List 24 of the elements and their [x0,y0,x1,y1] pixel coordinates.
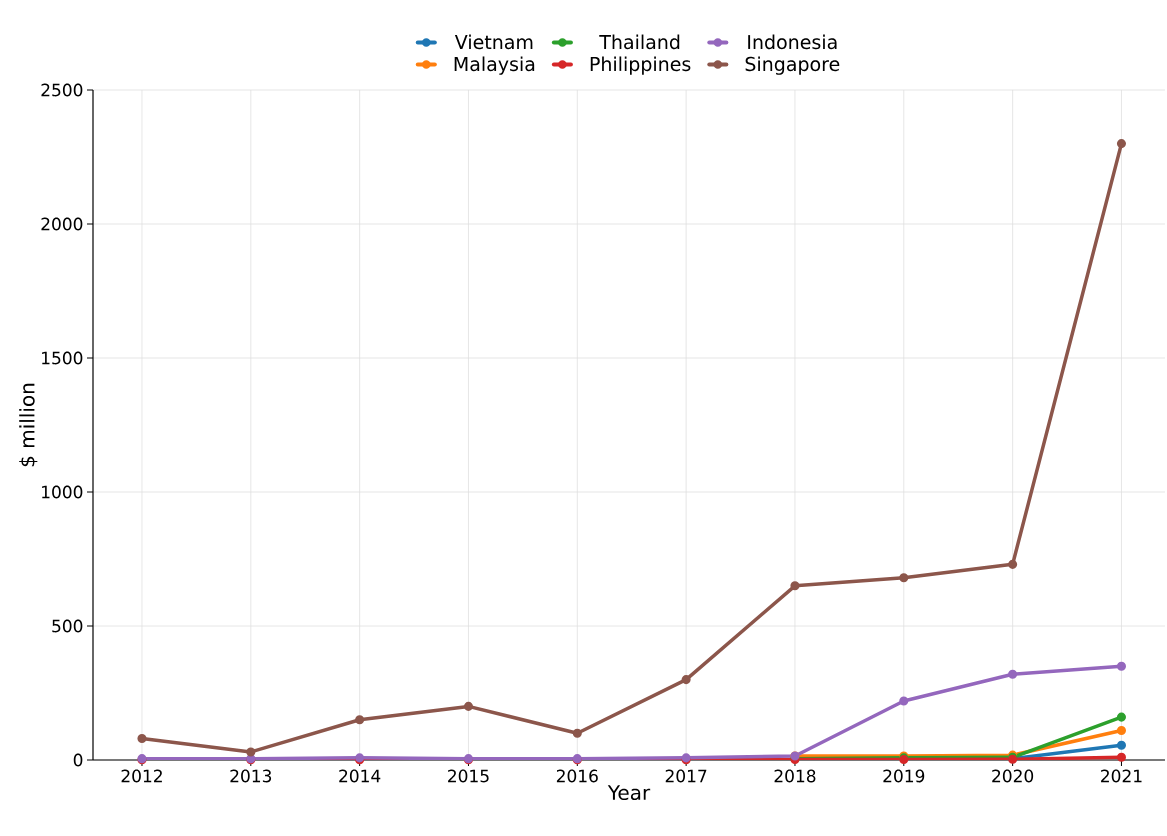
x-tick-label: 2013 [230,769,272,783]
x-tick-label: 2016 [556,769,598,783]
x-tick-label: 2017 [665,769,707,783]
y-tick-label: 2000 [41,217,83,231]
x-tick-label: 2021 [1101,769,1142,783]
y-axis-title: $ million [19,383,38,467]
y-tick-label: 500 [52,619,83,633]
legend-label: Philippines [590,56,691,75]
x-tick-label: 2018 [774,769,816,783]
legend-label: Vietnam [454,34,533,50]
y-tick-label: 0 [73,753,83,767]
x-axis-title: Year [607,785,651,801]
legend-label: Malaysia [454,56,535,75]
y-tick-label: 1000 [42,485,83,499]
x-tick-label: 2014 [339,769,381,783]
y-tick-label: 1500 [42,351,83,365]
legend-label: Singapore [745,56,840,75]
legend-label: Indonesia [748,34,837,50]
x-tick-label: 2019 [883,769,925,783]
x-tick-label: 2015 [448,769,489,783]
x-tick-label: 2012 [121,769,162,783]
x-tick-label: 2020 [992,769,1034,783]
y-tick-label: 2500 [41,83,83,97]
legend-label: Thailand [599,34,680,50]
